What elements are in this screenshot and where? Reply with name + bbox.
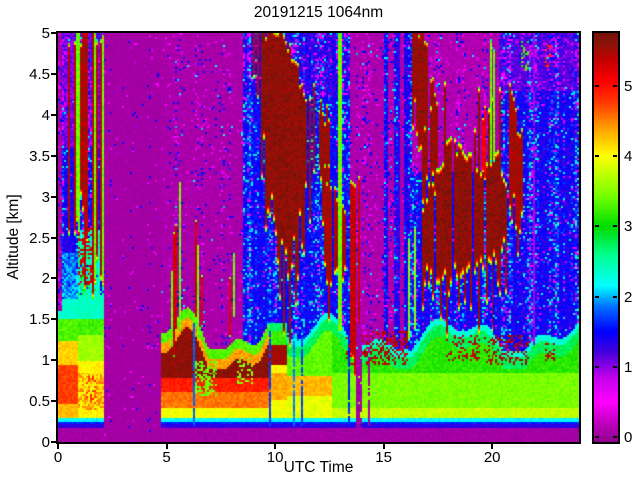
colorbar-tick xyxy=(595,365,599,368)
y-tick xyxy=(51,195,56,198)
y-tick xyxy=(51,32,56,34)
colorbar-gradient xyxy=(594,33,618,442)
y-tick-label: 0.5 xyxy=(29,393,50,411)
x-axis-label: UTC Time xyxy=(283,459,354,476)
y-tick-label: 0 xyxy=(41,434,50,451)
colorbar-tick-label: 1 xyxy=(624,358,633,376)
x-tick-label: 10 xyxy=(266,449,284,466)
y-tick-label: 4.5 xyxy=(29,65,50,83)
y-tick-label: 1 xyxy=(41,352,50,370)
colorbar-tick xyxy=(613,295,617,298)
x-tick-label: 5 xyxy=(162,449,171,466)
colorbar-tick xyxy=(613,225,617,228)
x-tick-label: 15 xyxy=(375,449,392,466)
y-tick-label: 2.5 xyxy=(29,229,50,247)
y-tick-label: 3 xyxy=(41,188,50,206)
y-tick xyxy=(51,318,56,321)
colorbar-tick xyxy=(613,154,617,157)
colorbar-tick-label: 0 xyxy=(624,429,633,447)
plot-frame xyxy=(56,31,581,444)
x-tick xyxy=(274,444,277,449)
x-tick xyxy=(382,444,385,449)
colorbar-tick xyxy=(595,295,599,298)
colorbar-tick xyxy=(595,436,599,439)
colorbar-tick xyxy=(595,84,599,87)
y-tick xyxy=(51,441,56,443)
x-tick xyxy=(165,444,168,449)
y-tick xyxy=(51,113,56,116)
heatmap-canvas xyxy=(58,33,579,442)
x-tick xyxy=(491,444,494,449)
colorbar-frame xyxy=(592,31,620,444)
y-tick xyxy=(51,400,56,403)
colorbar-tick xyxy=(613,365,617,368)
colorbar-tick-label: 5 xyxy=(624,77,633,95)
y-tick xyxy=(51,72,56,75)
y-tick xyxy=(51,277,56,280)
y-tick-label: 4 xyxy=(41,106,50,124)
x-tick xyxy=(57,444,59,449)
chart-title: 20191215 1064nm xyxy=(253,4,384,21)
colorbar-tick-label: 4 xyxy=(624,147,633,165)
y-tick-label: 1.5 xyxy=(29,311,50,329)
y-tick-label: 3.5 xyxy=(29,147,50,165)
colorbar-tick xyxy=(595,225,599,228)
colorbar-tick xyxy=(613,436,617,439)
colorbar-tick xyxy=(595,154,599,157)
y-tick xyxy=(51,359,56,362)
colorbar-tick xyxy=(613,84,617,87)
x-tick-label: 20 xyxy=(483,449,501,466)
colorbar-tick-label: 3 xyxy=(624,218,633,236)
x-tick-label: 0 xyxy=(53,449,63,466)
colorbar-tick-label: 2 xyxy=(624,288,633,306)
y-tick xyxy=(51,236,56,239)
y-tick xyxy=(51,154,56,157)
y-tick-label: 5 xyxy=(41,25,50,42)
y-tick-label: 2 xyxy=(41,270,50,288)
